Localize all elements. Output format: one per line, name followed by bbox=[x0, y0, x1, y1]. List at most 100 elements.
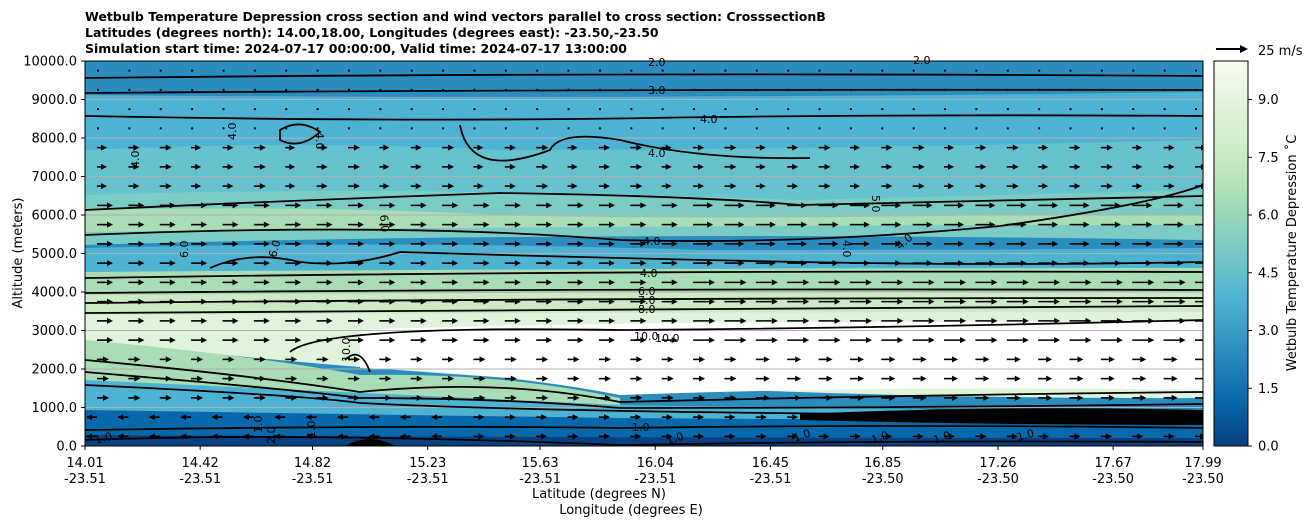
wind-vector bbox=[787, 317, 810, 324]
wind-vector bbox=[379, 317, 396, 324]
wind-vector bbox=[661, 414, 673, 421]
y-tick-label: 6000.0 bbox=[32, 209, 78, 224]
wind-vector bbox=[567, 108, 570, 111]
wind-vector bbox=[128, 298, 145, 305]
wind-vector bbox=[1163, 394, 1178, 401]
contour-label: 7.0 bbox=[638, 294, 656, 307]
wind-vector bbox=[1069, 337, 1092, 344]
wind-vector bbox=[285, 127, 288, 130]
wind-vector bbox=[1069, 221, 1090, 228]
wind-vector bbox=[881, 202, 902, 209]
wind-vector bbox=[975, 414, 987, 421]
wind-vector bbox=[305, 414, 317, 421]
wind-vector bbox=[661, 298, 678, 305]
wind-vector bbox=[724, 414, 736, 421]
wind-vector bbox=[755, 221, 776, 228]
wind-vector bbox=[1195, 281, 1203, 284]
wind-vector bbox=[944, 279, 967, 286]
wind-vector bbox=[724, 394, 737, 401]
wind-vector bbox=[912, 144, 925, 151]
wind-vector bbox=[724, 279, 747, 286]
colorbar-tick-label: 6.0 bbox=[1258, 209, 1279, 224]
wind-vector bbox=[253, 163, 266, 170]
contour-label: 2.0 bbox=[265, 427, 278, 445]
contour-line-low-2 bbox=[85, 371, 1203, 409]
wind-vector bbox=[661, 163, 672, 170]
wind-vector bbox=[693, 317, 716, 324]
wind-vector bbox=[567, 240, 584, 247]
wind-vector bbox=[912, 127, 915, 130]
wind-vector bbox=[818, 394, 833, 401]
contour-label: 6.0 bbox=[178, 241, 191, 259]
wind-vector bbox=[316, 394, 329, 401]
wind-vector bbox=[1038, 240, 1059, 247]
contour-label: 4.0 bbox=[640, 267, 658, 280]
chart-title-line-2: Latitudes (degrees north): 14.00,18.00, … bbox=[85, 25, 659, 40]
wind-vector bbox=[97, 221, 113, 228]
wind-vector bbox=[1006, 317, 1029, 324]
quiver-key-arrow-head bbox=[1240, 45, 1248, 53]
wind-vector bbox=[944, 163, 955, 170]
wind-vector bbox=[159, 260, 176, 267]
wind-vector bbox=[693, 433, 705, 440]
wind-vector bbox=[1100, 356, 1115, 363]
wind-vectors bbox=[86, 69, 1203, 440]
wind-vector bbox=[787, 202, 808, 209]
wind-vector bbox=[787, 69, 790, 72]
wind-vector bbox=[97, 127, 99, 130]
wind-vector bbox=[630, 240, 647, 247]
wind-vector bbox=[881, 127, 884, 130]
wind-vector bbox=[504, 127, 507, 130]
wind-vector bbox=[191, 240, 208, 247]
wind-vector bbox=[285, 202, 302, 209]
wind-vector bbox=[630, 260, 647, 267]
wind-vector bbox=[536, 144, 549, 151]
wind-vector bbox=[410, 356, 423, 363]
wind-vector bbox=[693, 163, 705, 170]
wind-vector bbox=[1069, 240, 1090, 247]
contour-label: 1.0 bbox=[93, 430, 113, 447]
wind-vector bbox=[97, 163, 107, 170]
dark-contour-hill bbox=[345, 439, 395, 446]
wind-vector bbox=[849, 221, 870, 228]
wind-vector bbox=[693, 298, 716, 305]
wind-vector bbox=[1038, 317, 1061, 324]
wind-vector bbox=[818, 337, 841, 344]
wind-vector bbox=[222, 317, 239, 324]
wind-vector bbox=[379, 202, 396, 209]
wind-vector bbox=[787, 356, 802, 363]
wind-vector bbox=[1163, 108, 1166, 111]
wind-vector bbox=[630, 69, 633, 72]
wind-vector bbox=[1069, 69, 1072, 72]
wind-vector bbox=[912, 108, 915, 111]
wind-vector bbox=[536, 202, 553, 209]
wind-vector bbox=[347, 394, 360, 401]
wind-vector bbox=[881, 221, 902, 228]
wind-vector bbox=[316, 108, 319, 111]
wind-vector bbox=[598, 221, 615, 228]
wind-vector bbox=[305, 433, 317, 440]
wind-vector bbox=[316, 127, 319, 130]
wind-vector bbox=[159, 202, 176, 209]
wind-vector bbox=[285, 144, 296, 151]
wind-vector bbox=[1163, 88, 1166, 91]
wind-vector bbox=[849, 260, 870, 267]
wind-vector bbox=[1069, 433, 1081, 440]
wind-vector bbox=[97, 356, 109, 363]
wind-vector bbox=[630, 298, 647, 305]
colorbar-frame bbox=[1213, 60, 1249, 447]
wind-vector bbox=[536, 260, 553, 267]
wind-vector bbox=[285, 298, 302, 305]
wind-vector bbox=[316, 202, 333, 209]
wind-vector bbox=[944, 356, 959, 363]
x-tick-label-lat: 14.01 bbox=[66, 456, 103, 471]
wind-vector bbox=[975, 279, 998, 286]
wind-vector bbox=[159, 163, 172, 170]
wind-vector bbox=[316, 375, 329, 382]
wind-vector bbox=[274, 414, 286, 421]
wind-vector bbox=[316, 163, 328, 170]
wind-vector bbox=[242, 414, 254, 421]
wind-vector bbox=[693, 375, 706, 382]
wind-vector bbox=[473, 317, 490, 324]
wind-vector bbox=[97, 279, 113, 286]
